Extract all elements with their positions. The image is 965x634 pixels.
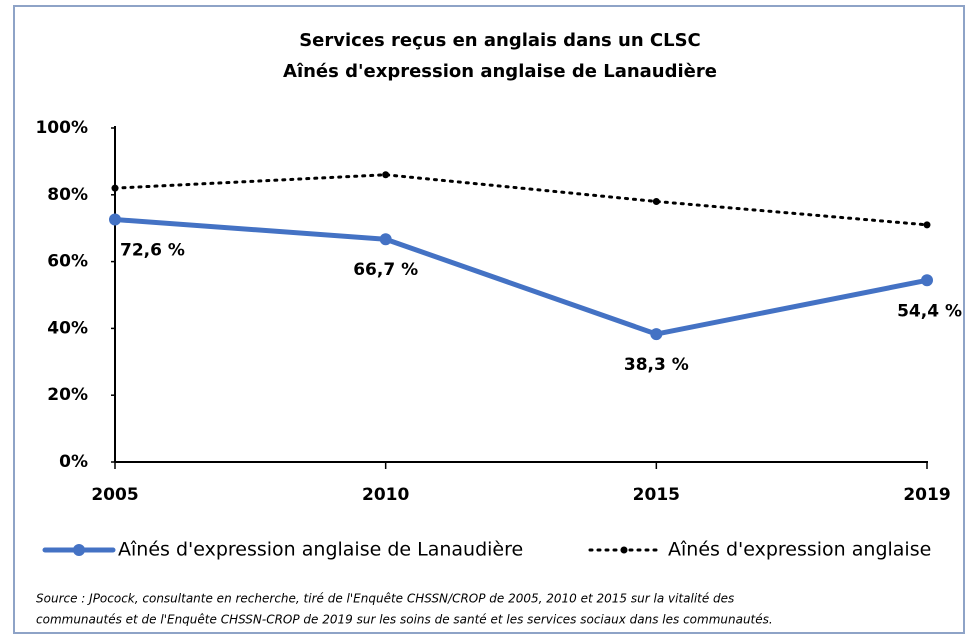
legend-marker (73, 544, 85, 556)
legend-label: Aînés d'expression anglaise (668, 539, 931, 561)
x-tick-label: 2019 (903, 485, 950, 505)
legend-marker (620, 546, 628, 554)
chart-frame (13, 5, 965, 634)
data-point (650, 328, 663, 341)
x-tick-label: 2005 (91, 485, 138, 505)
data-point (379, 233, 392, 246)
y-tick-label: 0% (59, 452, 88, 472)
data-point (382, 171, 390, 179)
data-label: 54,4 % (897, 301, 962, 321)
series-line (112, 217, 930, 337)
data-point (921, 274, 933, 287)
legend-label: Aînés d'expression anglaise de Lanaudièr… (118, 539, 523, 561)
data-point (652, 197, 660, 205)
y-tick-label: 80% (47, 185, 88, 205)
x-tick-label: 2010 (362, 485, 409, 505)
source-note: Source : JPocock, consultante en recherc… (36, 592, 734, 606)
data-point (111, 184, 119, 192)
y-tick-label: 100% (35, 118, 88, 138)
series-line (113, 173, 929, 227)
data-label: 72,6 % (120, 241, 185, 261)
data-point (109, 213, 121, 226)
chart-subtitle: Aînés d'expression anglaise de Lanaudièr… (283, 61, 717, 82)
y-tick-label: 60% (47, 252, 88, 272)
y-tick-label: 20% (47, 385, 88, 405)
data-point (923, 221, 931, 229)
x-tick-label: 2015 (633, 485, 680, 505)
data-label: 66,7 % (353, 260, 418, 280)
data-label: 38,3 % (624, 355, 689, 375)
source-note: communautés et de l'Enquête CHSSN-CROP d… (36, 613, 773, 627)
y-tick-label: 40% (47, 318, 88, 338)
chart-title: Services reçus en anglais dans un CLSC (299, 30, 701, 51)
